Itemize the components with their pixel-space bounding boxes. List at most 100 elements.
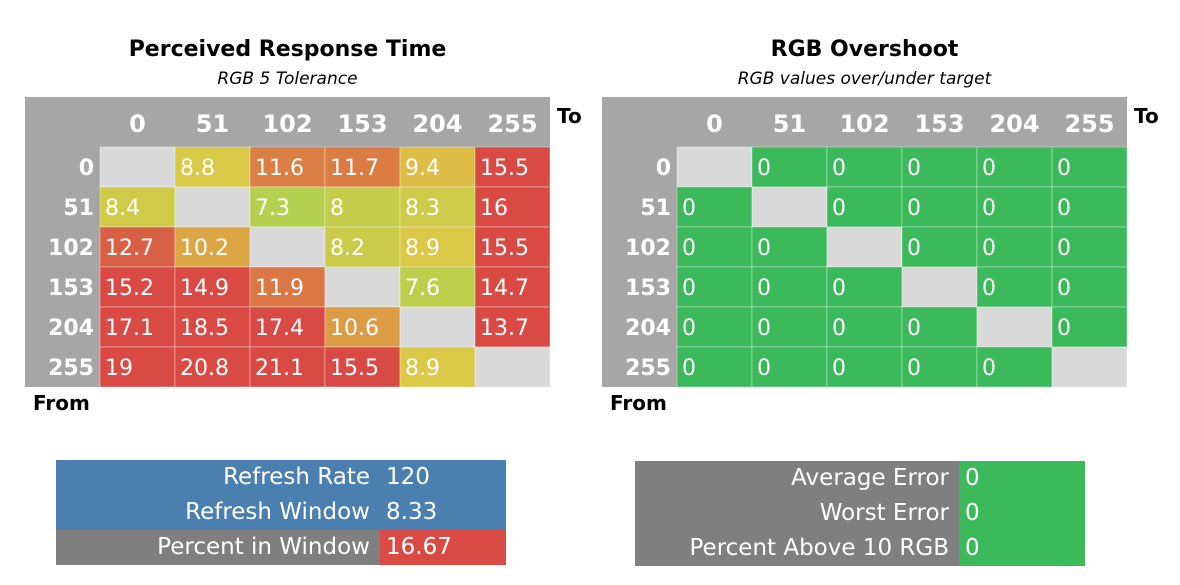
cell-value-label: 15.5 <box>330 356 379 381</box>
cell-value-label: 0 <box>682 356 696 381</box>
cell-value-label: 10.2 <box>180 236 229 261</box>
cell-value-label: 0 <box>832 156 846 181</box>
chart-title-response-time: Perceived Response Time <box>128 37 447 62</box>
cell-value-label: 0 <box>907 156 921 181</box>
cell-value-label: 13.7 <box>480 316 529 341</box>
column-header-label: 153 <box>914 110 964 138</box>
summary-value: 120 <box>380 460 506 495</box>
diagonal-cell <box>751 186 828 228</box>
heatmap-cell <box>676 266 753 308</box>
cell-value-label: 19 <box>105 356 133 381</box>
summary-row-worst-error: Worst Error 0 <box>635 496 1085 531</box>
heatmap-cell <box>249 146 326 188</box>
heatmap-cell <box>249 186 326 228</box>
heatmap-cell <box>474 186 550 228</box>
column-header-label: 204 <box>989 110 1039 138</box>
cell-value-label: 18.5 <box>180 316 229 341</box>
from-axis-label-right: From <box>610 391 667 415</box>
cell-value-label: 7.6 <box>405 276 440 301</box>
chart-subtitle-response-time: RGB 5 Tolerance <box>217 69 358 89</box>
heatmap-cell <box>324 306 401 348</box>
heatmap-cell <box>324 346 401 387</box>
diagonal-cell <box>901 266 978 308</box>
heatmap-cell <box>174 306 251 348</box>
diagonal-cell <box>399 306 476 348</box>
column-header-label: 0 <box>129 110 146 138</box>
diagonal-cell <box>174 186 251 228</box>
heatmap-cell <box>901 146 978 188</box>
error-summary-table: Average Error 0 Worst Error 0 Percent Ab… <box>635 461 1085 566</box>
cell-value-label: 15.5 <box>480 236 529 261</box>
column-header-label: 255 <box>1064 110 1114 138</box>
cell-value-label: 0 <box>982 276 996 301</box>
row-header-label: 102 <box>48 236 94 261</box>
diagonal-cell <box>1051 346 1127 387</box>
summary-value: 0 <box>959 461 1085 496</box>
row-header-label: 51 <box>640 196 671 221</box>
cell-value-label: 8.9 <box>405 356 440 381</box>
cell-value-label: 8.4 <box>105 196 140 221</box>
cell-value-label: 12.7 <box>105 236 154 261</box>
cell-value-label: 0 <box>1057 156 1071 181</box>
summary-value: 8.33 <box>380 495 506 530</box>
heatmap-cell <box>174 146 251 188</box>
diagonal-cell <box>976 306 1053 348</box>
to-axis-label-right: To <box>1134 104 1159 128</box>
row-header-label: 255 <box>625 356 671 381</box>
diagonal-cell <box>249 226 326 268</box>
cell-value-label: 0 <box>907 236 921 261</box>
cell-value-label: 15.5 <box>480 156 529 181</box>
heatmap-cell <box>1051 266 1127 308</box>
row-header-label: 0 <box>656 156 671 181</box>
row-header-label: 51 <box>63 196 94 221</box>
cell-value-label: 0 <box>982 196 996 221</box>
heatmap-cell <box>751 226 828 268</box>
cell-value-label: 0 <box>982 236 996 261</box>
row-header-band <box>25 147 100 387</box>
heatmap-cell <box>474 226 550 268</box>
heatmap-cell <box>99 266 176 308</box>
heatmap-cell <box>676 226 753 268</box>
diagonal-cell <box>474 346 550 387</box>
summary-row-refresh-rate: Refresh Rate 120 <box>56 460 506 495</box>
cell-value-label: 15.2 <box>105 276 154 301</box>
heatmap-cell <box>474 266 550 308</box>
column-header-label: 153 <box>337 110 387 138</box>
cell-value-label: 0 <box>757 356 771 381</box>
column-header-label: 51 <box>196 110 229 138</box>
heatmap-cell <box>976 186 1053 228</box>
cell-value-label: 0 <box>832 356 846 381</box>
row-header-band <box>602 147 677 387</box>
cell-value-label: 0 <box>832 316 846 341</box>
cell-value-label: 11.7 <box>330 156 379 181</box>
cell-value-label: 0 <box>757 156 771 181</box>
column-header-label: 204 <box>412 110 462 138</box>
row-header-label: 255 <box>48 356 94 381</box>
row-header-label: 153 <box>48 276 94 301</box>
summary-label: Worst Error <box>635 496 959 531</box>
heatmap-cell <box>324 146 401 188</box>
summary-row-percent-above-10-rgb: Percent Above 10 RGB 0 <box>635 531 1085 566</box>
summary-label: Average Error <box>635 461 959 496</box>
cell-value-label: 8.9 <box>405 236 440 261</box>
heatmap-cell <box>99 346 176 387</box>
heatmap-cell <box>901 306 978 348</box>
cell-value-label: 0 <box>682 236 696 261</box>
column-header-label: 255 <box>487 110 537 138</box>
heatmap-cell <box>826 346 903 387</box>
cell-value-label: 11.9 <box>255 276 304 301</box>
cell-value-label: 0 <box>907 356 921 381</box>
heatmap-cell <box>976 146 1053 188</box>
cell-value-label: 8.2 <box>330 236 365 261</box>
heatmap-cell <box>751 146 828 188</box>
cell-value-label: 8.8 <box>180 156 215 181</box>
cell-value-label: 7.3 <box>255 196 290 221</box>
row-header-label: 153 <box>625 276 671 301</box>
heatmap-cell <box>249 346 326 387</box>
column-header-band <box>602 97 1127 147</box>
cell-value-label: 20.8 <box>180 356 229 381</box>
from-axis-label-left: From <box>33 391 90 415</box>
cell-value-label: 8 <box>330 196 344 221</box>
diagonal-cell <box>324 266 401 308</box>
